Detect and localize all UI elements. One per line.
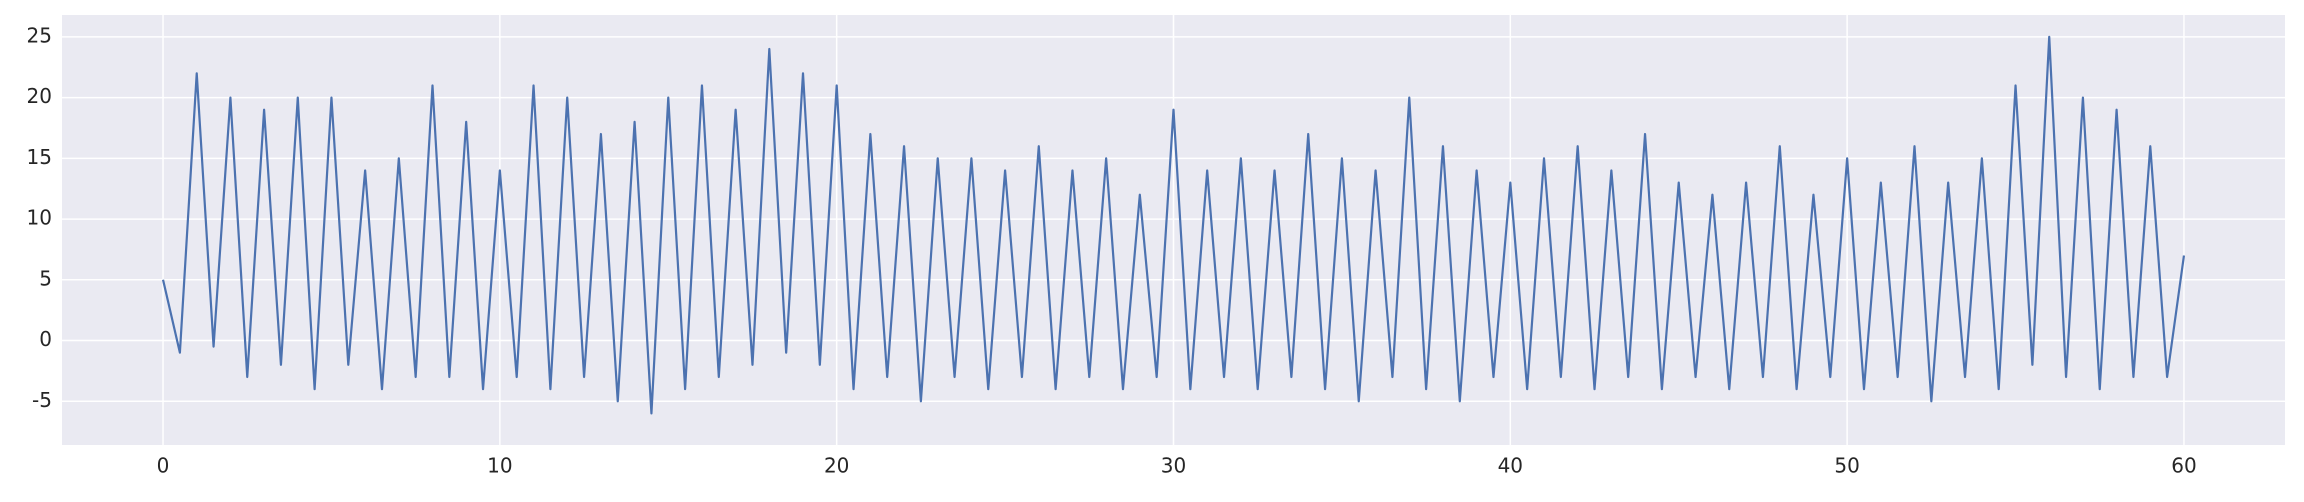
y-tick-label: 0: [39, 327, 52, 351]
signal-line: [161, 35, 2186, 415]
y-tick-label: -5: [32, 388, 52, 412]
y-tick-label: 25: [27, 23, 52, 47]
x-tick-label: 60: [2171, 454, 2196, 478]
x-tick-label: 0: [157, 454, 170, 478]
y-tick-label: 20: [27, 84, 52, 108]
y-tick-label: 5: [39, 266, 52, 290]
x-tick-label: 50: [1834, 454, 1859, 478]
x-tick-label: 10: [487, 454, 512, 478]
x-tick-label: 20: [824, 454, 849, 478]
y-tick-label: 15: [27, 145, 52, 169]
y-tick-label: 10: [27, 206, 52, 230]
x-tick-label: 40: [1498, 454, 1523, 478]
x-tick-label: 30: [1161, 454, 1186, 478]
